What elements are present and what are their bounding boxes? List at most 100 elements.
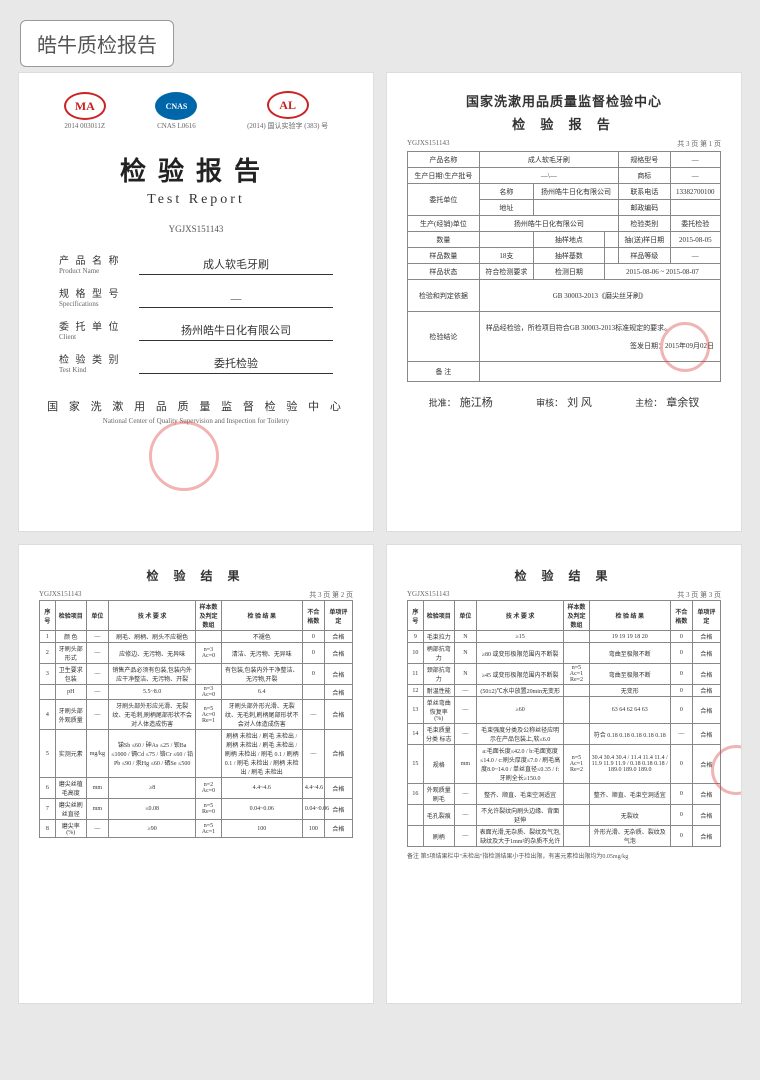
cell: [196, 664, 221, 685]
cell: 无变形: [589, 685, 670, 697]
cell: 0.04~0.06: [221, 799, 302, 820]
cell: 30.4 30.4 30.4 / 11.4 11.4 11.4 / 11.9 1…: [589, 745, 670, 784]
cell: n=5 Re=0: [196, 799, 221, 820]
col-header: 技 术 要 求: [476, 601, 564, 631]
cell: —: [302, 700, 324, 730]
cell: 刷柄 未检出 / 刷毛 未检出 / 刷柄 未检出 / 刷毛 未检出 / 刷柄 未…: [221, 730, 302, 778]
cell: —: [86, 631, 108, 643]
cell: 符合 0.18 0.18 0.18 0.18 0.18: [589, 724, 670, 745]
cell: 0: [670, 643, 692, 664]
cell: 规格: [423, 745, 454, 784]
cell: —\—: [479, 168, 618, 184]
cell: 合格: [324, 778, 352, 799]
cell: 样品等级: [619, 248, 671, 264]
p2-title1: 国家洗漱用品质量监督检验中心: [407, 91, 721, 110]
cell: 抽样基数: [533, 248, 604, 264]
cell: 合格: [692, 697, 720, 724]
col-header: 序号: [408, 601, 424, 631]
cell: 0: [670, 697, 692, 724]
cell: 毛束质量分类 标志: [423, 724, 454, 745]
cell: 0: [670, 664, 692, 685]
cell: 4: [40, 700, 56, 730]
results-table-1: 序号检验项目单位技 术 要 求样本数及判定数组检 验 结 果不合格数单项评定1颜…: [39, 600, 353, 838]
cell: 6.4: [221, 685, 302, 700]
cell: 磨尖率(%): [55, 820, 86, 838]
cell: 外观质量 刷毛: [423, 784, 454, 805]
cell: n=2 Ac=0: [196, 778, 221, 799]
p2-ref: YGJXS151143: [407, 139, 450, 149]
cell: 合格: [324, 700, 352, 730]
cell: —: [86, 643, 108, 664]
cell: n=3 Ac=0: [196, 643, 221, 664]
cell: 应修边、无污物、无异味: [108, 643, 196, 664]
cell: 生产(经销)单位: [408, 216, 480, 232]
col-header: 不合格数: [670, 601, 692, 631]
logo-ma: MA 2014 003011Z: [64, 92, 106, 130]
cell: 外形光滑、无杂质、裂纹及气泡: [589, 826, 670, 847]
cell: —: [454, 805, 476, 826]
cell: [408, 805, 424, 826]
cell: 毛束强度分类及公称丝径应明示在产品包装上,软≤6.0: [476, 724, 564, 745]
cell: ≥8: [108, 778, 196, 799]
cell: 卫生要求 包装: [55, 664, 86, 685]
cell: 13: [408, 697, 424, 724]
cell: 16: [408, 784, 424, 805]
p3-pagenum: 共 3 页 第 2 页: [309, 590, 353, 600]
cell: ≥45 或变形极限范围内不断裂: [476, 664, 564, 685]
cell: a:毛面长度≤42.0 / b:毛面宽度≤14.0 / c:刷头厚度≤7.0 /…: [476, 745, 564, 784]
cell: 整齐、顺直、毛束空洞适宜: [476, 784, 564, 805]
sig-v2: 刘 风: [567, 394, 592, 410]
p4-ref: YGJXS151143: [407, 590, 450, 600]
cell: —: [86, 820, 108, 838]
cell: 0: [670, 826, 692, 847]
page-4-results: 检 验 结 果 YGJXS151143共 3 页 第 3 页 序号检验项目单位技…: [386, 544, 742, 1004]
cell: 产品名称: [408, 152, 480, 168]
cell: 弯曲至极限不断: [589, 664, 670, 685]
cell: n=5 Ac=1: [196, 820, 221, 838]
basis-label: 检验和判定依据: [408, 280, 480, 312]
cell: 清洁、无污物、无异味: [221, 643, 302, 664]
cell: 规格型号: [619, 152, 671, 168]
page-3-results: 检 验 结 果 YGJXS151143共 3 页 第 2 页 序号检验项目单位技…: [18, 544, 374, 1004]
cell: 样品数量: [408, 248, 480, 264]
cell: 刷柄: [423, 826, 454, 847]
cell: 商标: [619, 168, 671, 184]
cell: 2: [40, 643, 56, 664]
cell: 检测日期: [533, 264, 604, 280]
pages-grid: MA 2014 003011Z CNAS CNAS L0616 AL (2014…: [18, 72, 742, 1004]
cell: 5: [40, 730, 56, 778]
p4-note: 备注 第5项结果栏中"未检出"指检测结果小于检出限，有害元素检出限均为0.05m…: [407, 851, 721, 860]
cell: [196, 730, 221, 778]
col-header: 单位: [454, 601, 476, 631]
f1-cn: 产 品 名 称: [59, 252, 139, 267]
cell: 磨尖丝刷丝直径: [55, 799, 86, 820]
cell: 扬州皓牛日化有限公司: [479, 216, 618, 232]
cell: —: [86, 685, 108, 700]
cell: 刷毛、刷柄、刷头不应褪色: [108, 631, 196, 643]
cell: 1: [40, 631, 56, 643]
logos-row: MA 2014 003011Z CNAS CNAS L0616 AL (2014…: [39, 91, 353, 131]
field-product: 产 品 名 称Product Name 成人软毛牙刷: [59, 252, 333, 275]
p2-pagenum: 共 3 页 第 1 页: [677, 139, 721, 149]
cell: ≤0.08: [108, 799, 196, 820]
cell: 0: [302, 664, 324, 685]
col-header: 技 术 要 求: [108, 601, 196, 631]
p3-ref: YGJXS151143: [39, 590, 82, 600]
cell: 合格: [692, 805, 720, 826]
cell: 毛束拉力: [423, 631, 454, 643]
cell: 牙刷头部外形光滑、无裂纹、无毛刺,刷柄尾部形状不会对人体造成伤害: [221, 700, 302, 730]
cell: 检验类别: [619, 216, 671, 232]
cell: 0: [670, 745, 692, 784]
cell: 符合检测要求: [479, 264, 533, 280]
sig-l1: 批准：: [429, 396, 456, 409]
cell: 牙刷头部外形应光滑、无裂纹、无毛刺,刷柄尾部形状不会对人体造成伤害: [108, 700, 196, 730]
cell: 毛孔裂痕: [423, 805, 454, 826]
cell: 0: [670, 805, 692, 826]
title-cn: 检验报告: [39, 151, 353, 188]
title-en: Test Report: [39, 192, 353, 208]
cell: 牙刷头部形式: [55, 643, 86, 664]
signatures: 批准：施江杨 审核：刘 风 主检：章余钗: [407, 394, 721, 410]
col-header: 序号: [40, 601, 56, 631]
cnas-icon: CNAS: [155, 92, 197, 120]
cell: 抽样地点: [533, 232, 604, 248]
